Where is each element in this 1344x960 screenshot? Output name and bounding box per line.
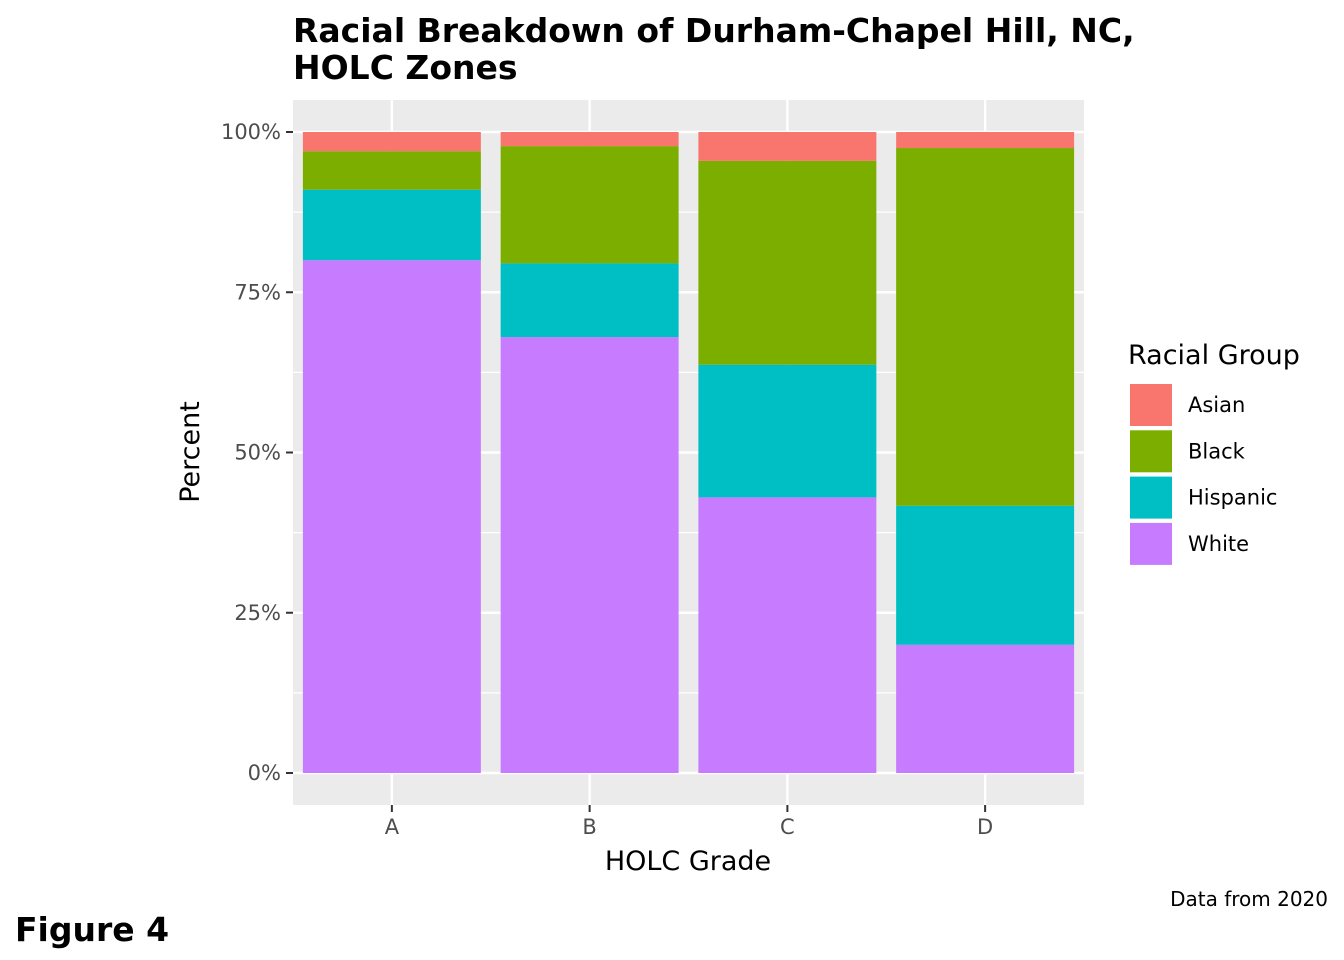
- chart-caption: Data from 2020: [1170, 887, 1328, 911]
- bar-segment-black-c: [698, 160, 877, 365]
- y-tick-label: 0%: [248, 761, 281, 785]
- x-tick-label: B: [582, 815, 596, 839]
- bar-segment-white-b: [500, 337, 679, 773]
- legend-key-white: [1128, 520, 1174, 567]
- y-tick-label: 50%: [234, 441, 281, 465]
- bar-segment-black-a: [302, 151, 481, 190]
- bar-segment-asian-a: [302, 132, 481, 152]
- legend-key-hispanic: [1128, 474, 1174, 521]
- legend-title: Racial Group: [1128, 340, 1300, 371]
- chart-title-line2: HOLC Zones: [293, 48, 518, 87]
- bar-segment-black-d: [896, 148, 1075, 506]
- x-tick-label: D: [977, 815, 993, 839]
- y-axis: 0% 25% 50% 75% 100%: [221, 120, 293, 785]
- y-tick-label: 25%: [234, 601, 281, 625]
- legend-label-black: Black: [1188, 439, 1246, 463]
- bar-segment-hispanic-b: [500, 263, 679, 338]
- x-tick-label: C: [780, 815, 795, 839]
- legend-label-asian: Asian: [1188, 393, 1245, 417]
- legend: Racial Group Asian Black Hispanic White: [1128, 340, 1300, 567]
- y-tick-label: 75%: [234, 280, 281, 304]
- legend-key-black: [1128, 428, 1174, 475]
- bar-segment-asian-c: [698, 132, 877, 161]
- y-axis-title: Percent: [175, 401, 206, 503]
- bar-segment-asian-b: [500, 132, 679, 147]
- bar-segment-hispanic-a: [302, 189, 481, 261]
- bar-segment-hispanic-d: [896, 505, 1075, 645]
- bar-segment-asian-d: [896, 132, 1075, 149]
- y-tick-label: 100%: [221, 120, 281, 144]
- x-tick-label: A: [385, 815, 400, 839]
- figure-label: Figure 4: [15, 910, 169, 949]
- legend-label-white: White: [1188, 532, 1249, 556]
- legend-label-hispanic: Hispanic: [1188, 486, 1277, 510]
- bar-segment-white-d: [896, 644, 1075, 773]
- x-axis: A B C D: [385, 805, 993, 839]
- bar-segment-black-b: [500, 146, 679, 264]
- bar-segment-hispanic-c: [698, 364, 877, 498]
- legend-key-asian: [1128, 382, 1174, 428]
- bars: [302, 132, 1075, 773]
- x-axis-title: HOLC Grade: [605, 846, 771, 877]
- bar-segment-white-c: [698, 497, 877, 773]
- chart-title: Racial Breakdown of Durham-Chapel Hill, …: [293, 11, 1135, 50]
- bar-segment-white-a: [302, 260, 481, 773]
